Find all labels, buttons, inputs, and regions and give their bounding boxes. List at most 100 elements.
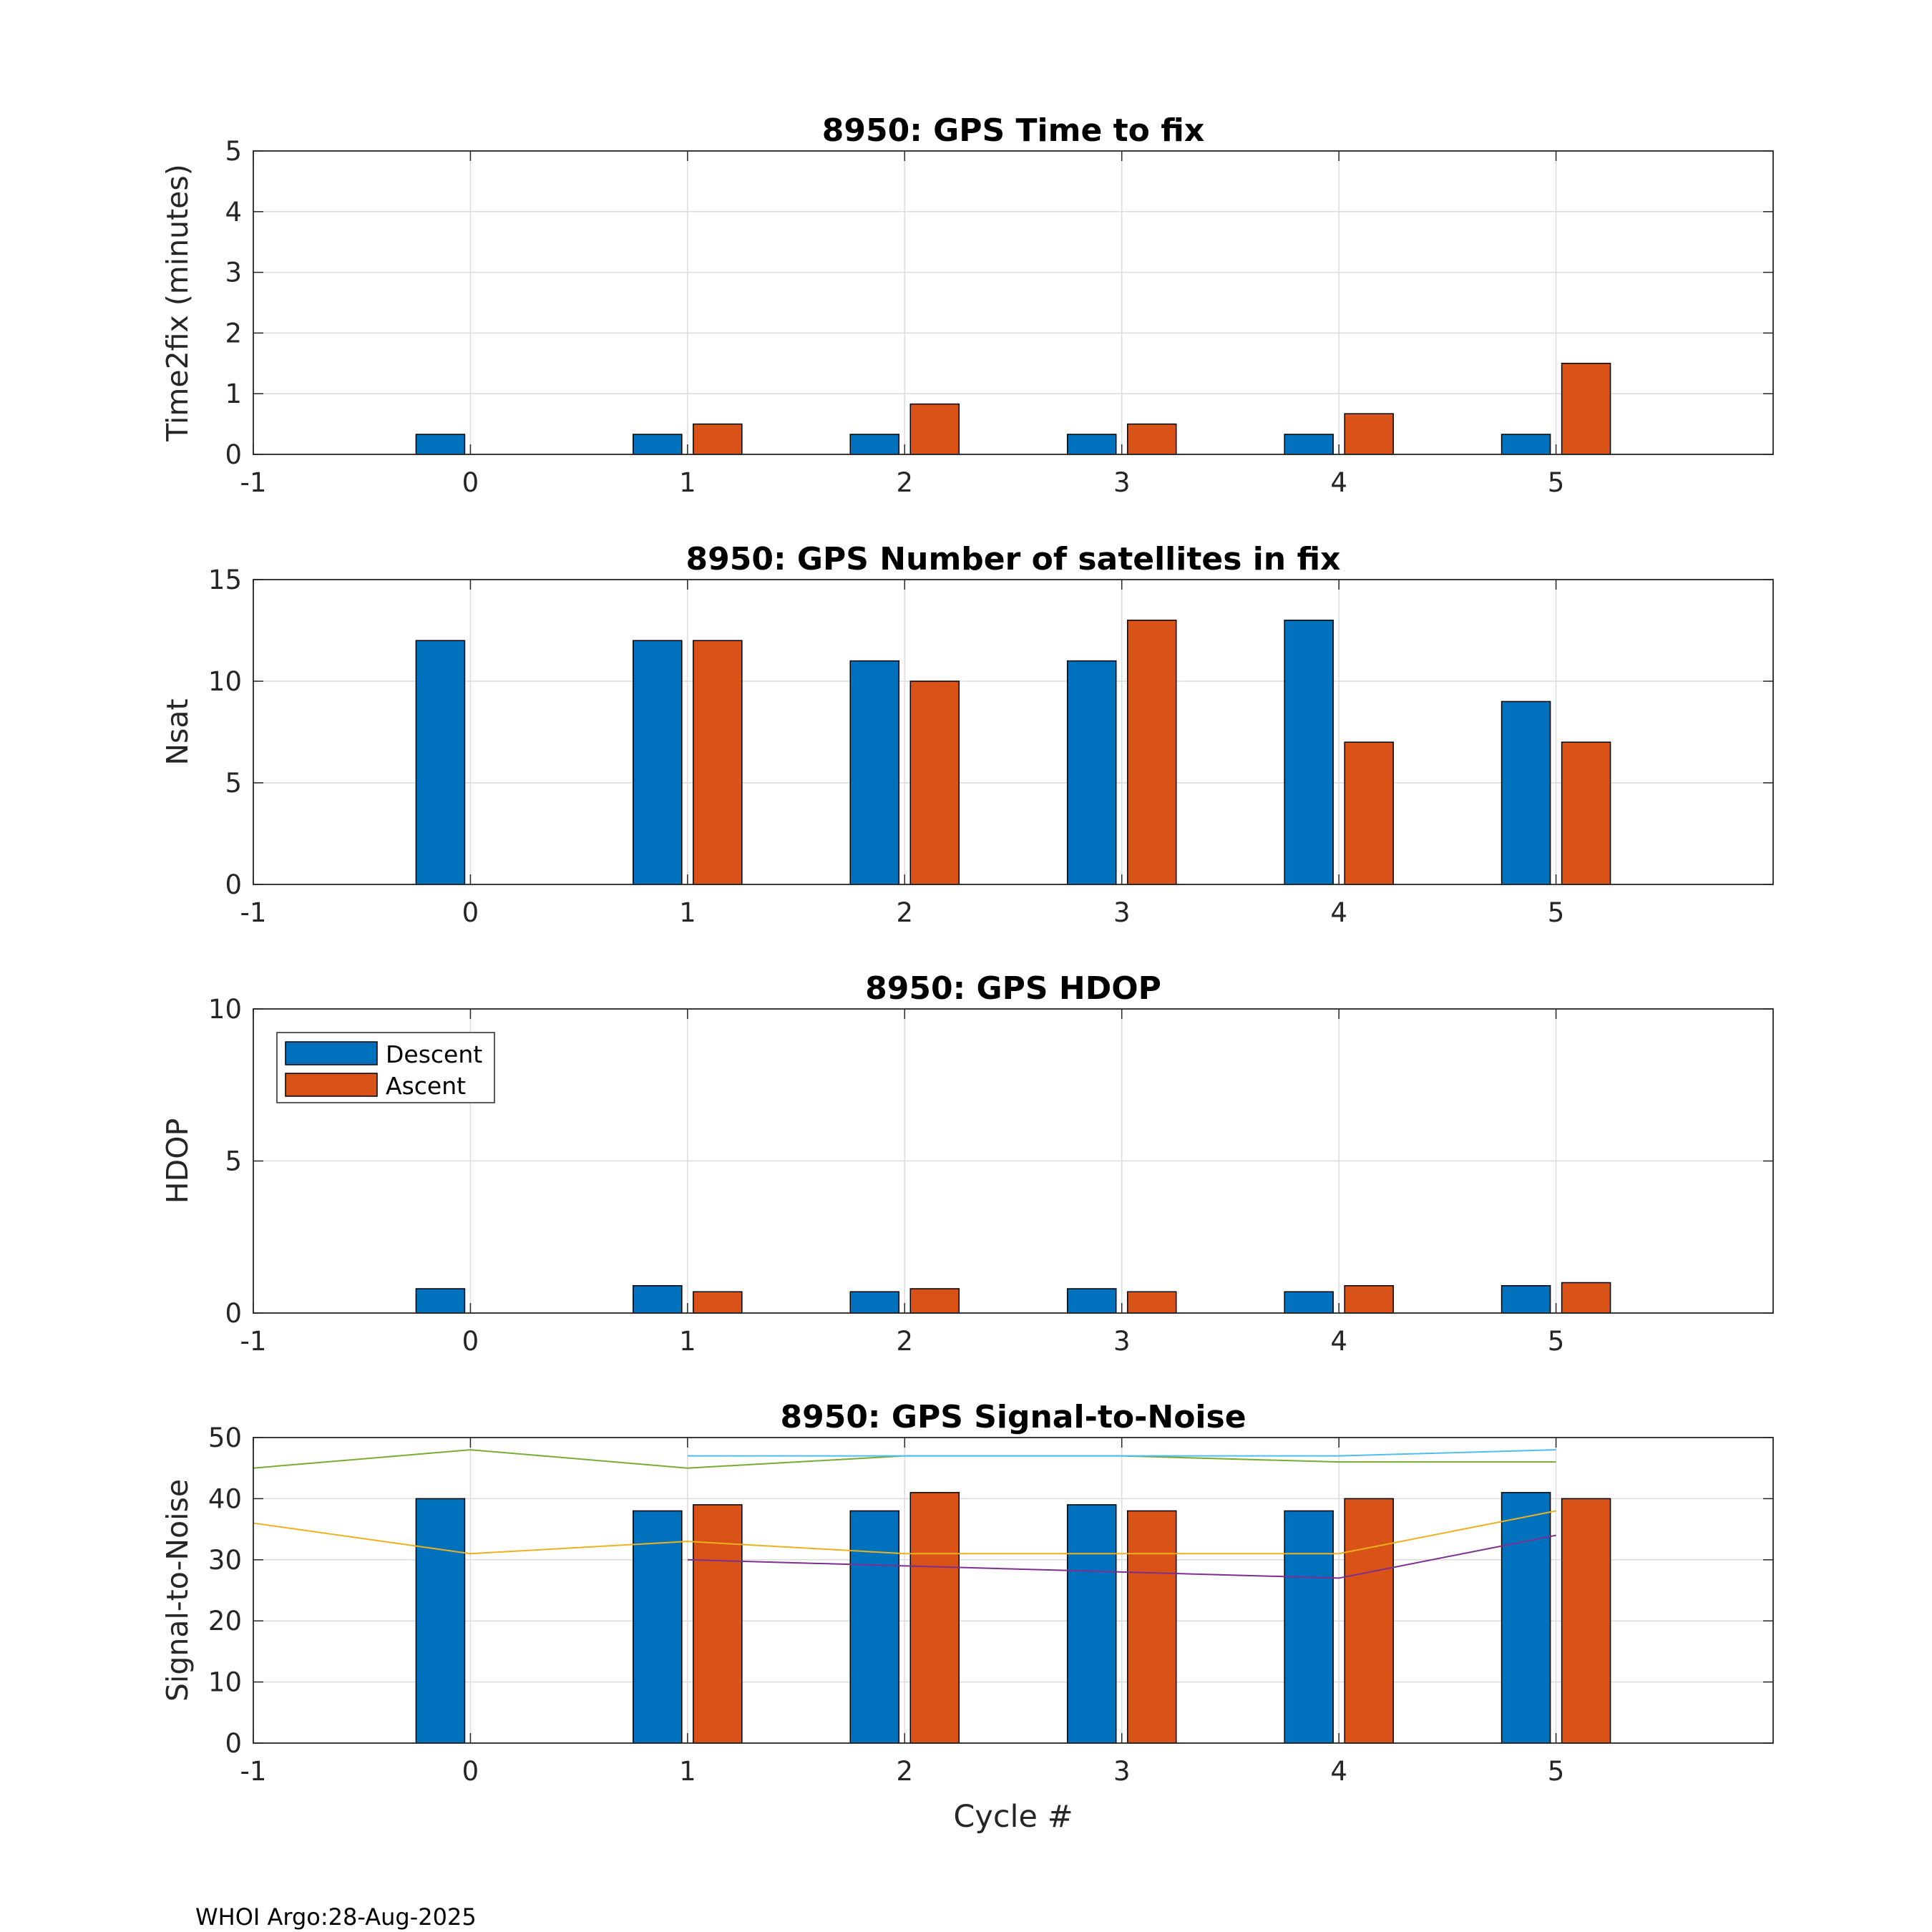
descent-bar: [849, 1291, 900, 1314]
x-tick-label: 1: [679, 1326, 696, 1357]
descent-bar: [633, 640, 683, 885]
y-tick-label: 50: [208, 1423, 242, 1453]
descent-bar: [1501, 434, 1551, 455]
chart-title: 8950: GPS Number of satellites in fix: [686, 541, 1341, 577]
chart-title: 8950: GPS Time to fix: [822, 112, 1204, 149]
x-tick-label: -1: [240, 1326, 267, 1357]
snr-line-4: [687, 1534, 1556, 1579]
chart-title: 8950: GPS Signal-to-Noise: [780, 1399, 1246, 1435]
x-tick-label: 0: [462, 467, 479, 498]
descent-bar: [1066, 1504, 1117, 1744]
descent-bar: [1284, 1510, 1334, 1744]
ascent-bar: [1344, 1285, 1394, 1314]
y-tick-label: 20: [208, 1606, 242, 1636]
ascent-bar: [1126, 1510, 1177, 1744]
x-tick-label: 0: [462, 897, 479, 928]
y-tick-label: 0: [225, 1728, 242, 1759]
y-tick-label: 2: [225, 318, 242, 348]
descent-bar: [1501, 1285, 1551, 1314]
descent-bar: [1066, 1288, 1117, 1314]
x-tick-label: 3: [1113, 467, 1131, 498]
descent-bar: [415, 1498, 466, 1744]
y-tick-label: 3: [225, 258, 242, 288]
descent-bar: [415, 640, 466, 885]
y-tick-label: 10: [208, 1667, 242, 1698]
descent-bar: [849, 434, 900, 455]
plot-area: [253, 151, 1773, 454]
descent-bar: [1284, 1291, 1334, 1314]
ascent-bar: [1126, 1291, 1177, 1314]
descent-bar: [849, 660, 900, 885]
x-tick-label: 5: [1548, 467, 1565, 498]
x-tick-label: 1: [679, 1756, 696, 1787]
snr-line-3: [253, 1510, 1556, 1555]
footer-credit: WHOI Argo:28-Aug-2025: [195, 1903, 477, 1931]
x-tick-label: 1: [679, 467, 696, 498]
legend-label-descent: Descent: [386, 1040, 482, 1068]
y-axis-label: HDOP: [160, 1118, 195, 1204]
descent-bar: [633, 1285, 683, 1314]
ascent-bar: [693, 640, 743, 885]
x-tick-label: 4: [1330, 1756, 1347, 1787]
descent-bar: [1501, 1492, 1551, 1744]
y-tick-label: 1: [225, 379, 242, 409]
y-tick-label: 40: [208, 1483, 242, 1514]
y-tick-label: 5: [225, 768, 242, 799]
ascent-bar: [1561, 741, 1611, 885]
axes-box: [253, 579, 1774, 885]
y-tick-label: 4: [225, 197, 242, 228]
x-tick-label: -1: [240, 897, 267, 928]
ascent-bar: [693, 423, 743, 455]
y-tick-label: 10: [208, 994, 242, 1025]
x-tick-label: 3: [1113, 1326, 1131, 1357]
y-tick-label: 10: [208, 666, 242, 697]
chart-title: 8950: GPS HDOP: [865, 970, 1161, 1007]
y-tick-label: 5: [225, 1146, 242, 1177]
x-tick-label: -1: [240, 467, 267, 498]
y-axis-label: Signal-to-Noise: [160, 1479, 195, 1702]
x-tick-label: -1: [240, 1756, 267, 1787]
x-tick-label: 2: [897, 1756, 914, 1787]
y-tick-label: 15: [208, 565, 242, 595]
legend-swatch-descent: [285, 1041, 378, 1065]
ascent-bar: [909, 403, 960, 455]
descent-bar: [415, 1288, 466, 1314]
ascent-bar: [1344, 741, 1394, 885]
ascent-bar: [909, 680, 960, 885]
x-tick-label: 4: [1330, 1326, 1347, 1357]
descent-bar: [1284, 434, 1334, 455]
x-tick-label: 2: [897, 897, 914, 928]
y-axis-label: Time2fix (minutes): [160, 164, 195, 442]
x-tick-label: 1: [679, 897, 696, 928]
ascent-bar: [1126, 620, 1177, 885]
legend-swatch-ascent: [285, 1073, 378, 1097]
x-tick-label: 3: [1113, 897, 1131, 928]
x-tick-label: 2: [897, 467, 914, 498]
x-tick-label: 3: [1113, 1756, 1131, 1787]
axes-box: [253, 1437, 1774, 1744]
x-tick-label: 0: [462, 1326, 479, 1357]
snr-line-2: [687, 1449, 1556, 1457]
descent-bar: [1066, 660, 1117, 885]
y-tick-label: 30: [208, 1545, 242, 1576]
legend: Descent Ascent: [276, 1032, 495, 1103]
ascent-bar: [1126, 423, 1177, 455]
y-tick-label: 5: [225, 136, 242, 167]
x-tick-label: 5: [1548, 897, 1565, 928]
descent-bar: [415, 434, 466, 455]
x-tick-label: 5: [1548, 1756, 1565, 1787]
ascent-bar: [693, 1504, 743, 1744]
descent-bar: [1066, 434, 1117, 455]
y-tick-label: 0: [225, 439, 242, 470]
axes-box: [253, 1008, 1774, 1314]
descent-bar: [849, 1510, 900, 1744]
x-tick-label: 0: [462, 1756, 479, 1787]
ascent-bar: [909, 1288, 960, 1314]
x-axis-label: Cycle #: [953, 1799, 1073, 1835]
x-tick-label: 4: [1330, 897, 1347, 928]
